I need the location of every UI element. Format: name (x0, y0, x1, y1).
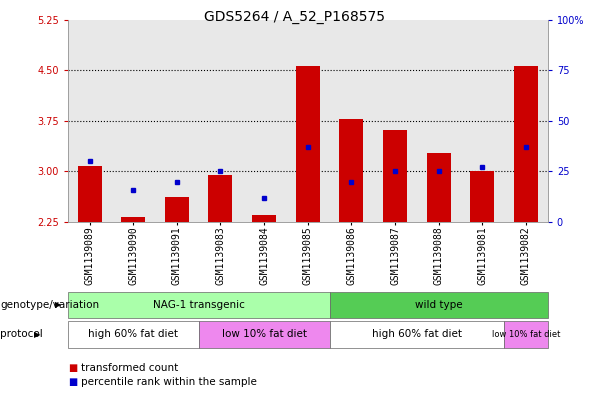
Text: wild type: wild type (415, 300, 462, 310)
Bar (198, 20, 242, 222)
Text: genotype/variation: genotype/variation (0, 300, 99, 310)
Bar (426, 152, 451, 222)
Bar (470, 171, 494, 222)
Text: ▶: ▶ (34, 330, 41, 339)
Bar (111, 20, 155, 222)
Text: percentile rank within the sample: percentile rank within the sample (81, 377, 257, 387)
Bar (296, 66, 320, 222)
Bar (165, 197, 189, 222)
Text: ■: ■ (68, 363, 77, 373)
Bar (461, 20, 504, 222)
Bar (417, 20, 461, 222)
Bar (68, 20, 111, 222)
Text: ■: ■ (68, 377, 77, 387)
Text: ▶: ▶ (55, 301, 62, 309)
Bar (339, 119, 363, 222)
Text: NAG-1 transgenic: NAG-1 transgenic (153, 300, 244, 310)
Bar (78, 166, 101, 222)
Text: high 60% fat diet: high 60% fat diet (372, 329, 462, 340)
Text: GDS5264 / A_52_P168575: GDS5264 / A_52_P168575 (204, 10, 385, 24)
Bar (514, 66, 538, 222)
Bar (504, 20, 548, 222)
Bar (209, 175, 233, 222)
Bar (252, 215, 276, 222)
Bar (155, 20, 198, 222)
Bar (330, 20, 373, 222)
Text: low 10% fat diet: low 10% fat diet (492, 330, 560, 339)
Text: protocol: protocol (0, 329, 43, 340)
Bar (286, 20, 330, 222)
Text: transformed count: transformed count (81, 363, 178, 373)
Bar (383, 130, 407, 222)
Bar (373, 20, 417, 222)
Bar (242, 20, 286, 222)
Text: low 10% fat diet: low 10% fat diet (221, 329, 307, 340)
Bar (121, 217, 145, 222)
Text: high 60% fat diet: high 60% fat diet (88, 329, 178, 340)
